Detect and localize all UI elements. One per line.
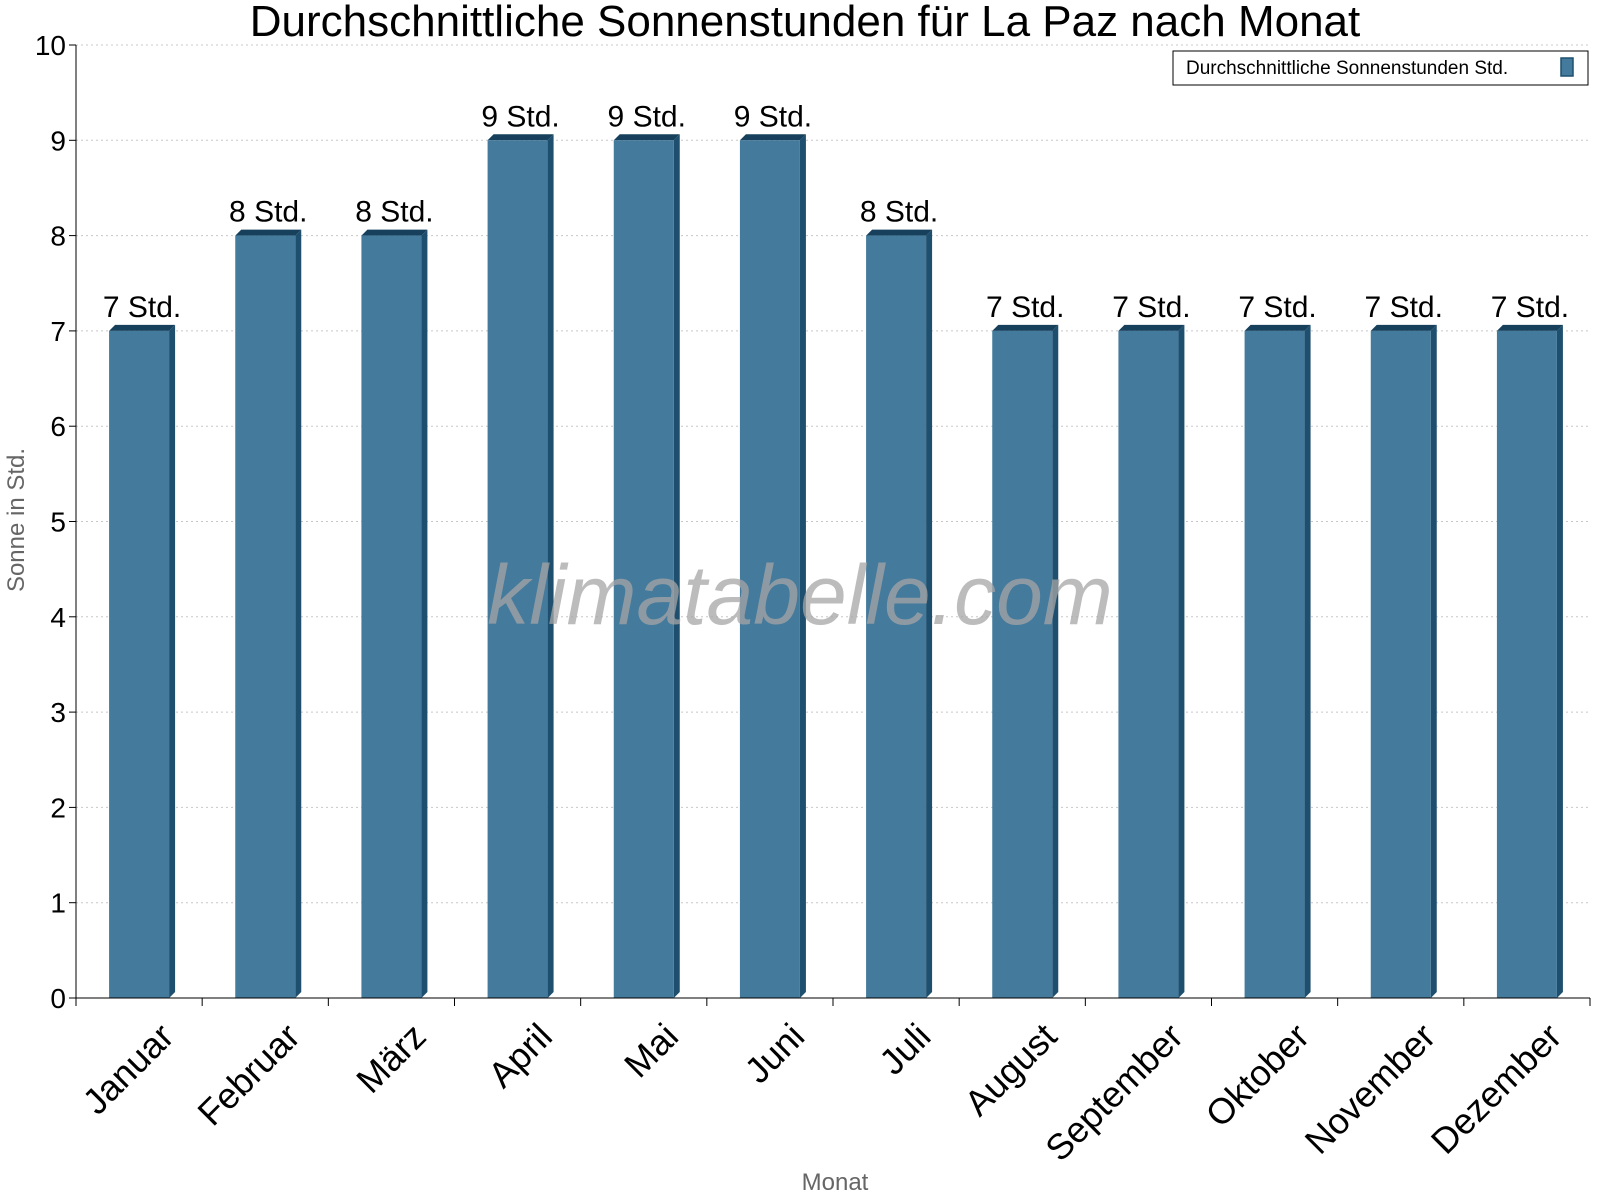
bar-side [421,229,428,999]
bar-top [739,134,806,141]
y-tick-label: 9 [50,125,66,156]
bar-top [109,324,176,331]
bar-side [1052,324,1059,998]
bar-Januar [109,330,170,998]
bar-side [926,229,933,999]
x-tick-label: August [956,1015,1064,1123]
y-tick-label: 3 [50,697,66,728]
x-tick-label: Dezember [1423,1015,1569,1161]
data-label: 7 Std. [1491,291,1569,324]
x-tick-label: Juni [737,1015,813,1091]
bar-side [799,134,806,999]
bar-April [487,140,548,999]
data-label: 9 Std. [481,100,559,133]
y-tick-label: 1 [50,888,66,919]
data-label: 7 Std. [103,291,181,324]
bar-top [1496,324,1563,331]
bar-Juli [866,235,927,999]
bar-Mai [613,140,674,999]
y-tick-label: 10 [35,30,66,61]
x-axis-title: Monat [802,1169,869,1196]
y-tick-label: 0 [50,983,66,1014]
bar-top [613,134,680,141]
x-tick-label: Januar [75,1015,182,1122]
bars [109,134,1563,999]
bar-side [1430,324,1437,998]
bar-Februar [235,235,296,999]
x-tick-label: März [348,1015,434,1101]
legend-box [1172,50,1589,86]
data-label: 8 Std. [229,196,307,229]
data-label: 8 Std. [860,196,938,229]
x-tick-label: September [1037,1015,1191,1169]
bar-top [1118,324,1185,331]
y-tick-label: 4 [50,602,66,633]
bar-side [1178,324,1185,998]
bar-top [992,324,1059,331]
watermark: klimatabelle.com [487,548,1113,642]
legend: Durchschnittliche Sonnenstunden Std. [1172,50,1589,86]
x-tick-label: November [1297,1015,1443,1161]
bar-top [487,134,554,141]
bar-side [673,134,680,999]
data-labels: 7 Std. 8 Std. 8 Std. 9 Std. 9 Std. 9 Std. 8 St… [103,100,1569,324]
x-tick-label: Juli [871,1015,938,1082]
bar-top [361,229,428,236]
bar-November [1370,330,1431,998]
bar-März [361,235,422,999]
bar-Juni [739,140,800,999]
data-label: 7 Std. [1238,291,1316,324]
x-tick-label: Mai [616,1015,686,1085]
y-tick-label: 2 [50,792,66,823]
x-tick-label: Oktober [1197,1015,1317,1135]
grid-lines [76,44,1590,904]
bar-Dezember [1496,330,1557,998]
bar-side [1556,324,1563,998]
bar-side [169,324,176,998]
data-label: 7 Std. [1365,291,1443,324]
data-label: 7 Std. [986,291,1064,324]
bar-Oktober [1244,330,1305,998]
data-label: 8 Std. [355,196,433,229]
bar-side [295,229,302,999]
bar-August [992,330,1053,998]
legend-swatch [1560,57,1574,77]
x-tick-label: Februar [189,1015,307,1133]
y-tick-label: 8 [50,221,66,252]
data-label: 9 Std. [734,100,812,133]
bar-September [1118,330,1179,998]
bar-top [235,229,302,236]
y-axis-title: Sonne in Std. [3,448,30,592]
y-tick-label: 6 [50,411,66,442]
chart-title: Durchschnittliche Sonnenstunden für La P… [250,0,1360,46]
bar-top [1370,324,1437,331]
legend-label: Durchschnittliche Sonnenstunden Std. [1186,58,1508,79]
data-label: 9 Std. [608,100,686,133]
data-label: 7 Std. [1112,291,1190,324]
bar-top [1244,324,1311,331]
bar-side [1304,324,1311,998]
bar-top [866,229,933,236]
y-tick-label: 5 [50,507,66,538]
bar-side [547,134,554,999]
y-tick-label: 7 [50,316,66,347]
x-tick-label: April [480,1015,560,1095]
